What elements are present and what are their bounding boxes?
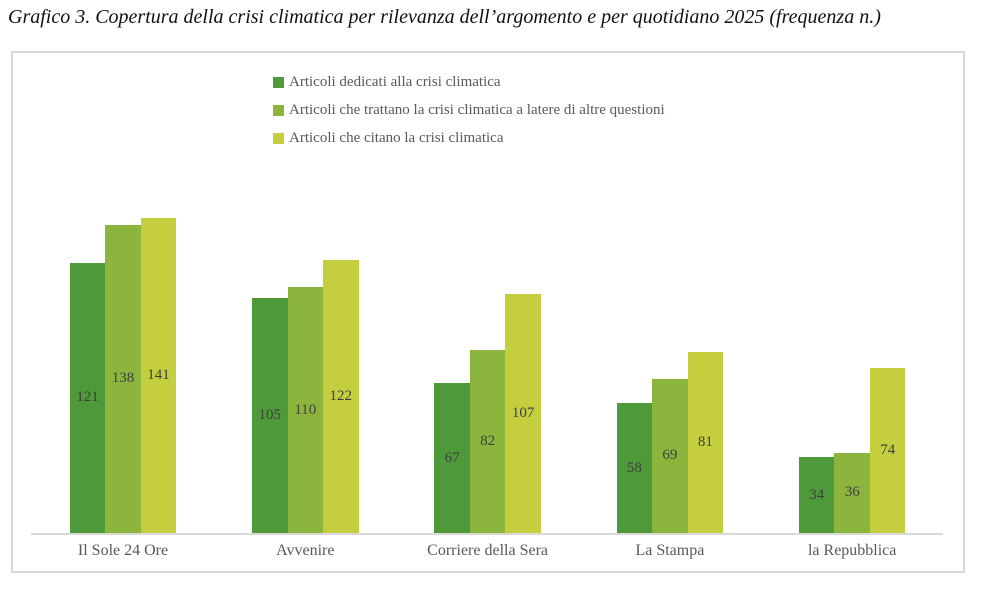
data-label: 81 [697,434,713,451]
data-label: 36 [844,484,860,501]
category-label-0: Il Sole 24 Ore [77,542,169,559]
legend-swatch-icon [273,133,284,144]
plot-area: 121 138 141 Il Sole 24 Ore 105 110 122 Avvenire… [13,53,963,571]
bar-s1-c4: 36 [834,452,870,533]
category-label-2: Corriere della Sera [427,542,548,559]
bar-s0-c2: 67 [434,383,470,533]
bar-s2-c1: 122 [323,260,359,533]
chart-title: Grafico 3. Copertura della crisi climati… [8,6,881,28]
chart-area: Articoli dedicati alla crisi climatica Ar… [11,51,965,573]
bar-s0-c1: 105 [252,298,288,533]
legend-item-1: Articoli che trattano la crisi climatica… [273,101,665,120]
bar-s1-c2: 82 [469,349,506,533]
category-label-4: la Repubblica [807,542,897,559]
bar-s2-c2: 107 [505,293,541,533]
legend-label: Articoli che citano la crisi climatica [289,130,504,146]
data-label: 110 [294,401,317,418]
bar-s1-c0: 138 [105,224,141,533]
bar-s1-c3: 69 [652,378,688,533]
bar-s2-c0: 141 [140,218,177,533]
legend-label: Articoli che trattano la crisi climatica… [289,102,665,118]
legend-item-2: Articoli che citano la crisi climatica [273,129,665,148]
data-label: 138 [111,370,135,387]
data-label: 82 [480,432,496,449]
bar-s0-c3: 58 [616,403,653,533]
legend-label: Articoli dedicati alla crisi climatica [289,74,501,90]
category-label-3: La Stampa [635,542,705,559]
bar-s0-c0: 121 [69,262,106,533]
data-label: 121 [76,389,99,406]
data-label: 141 [147,367,170,384]
bar-s2-c4: 74 [869,367,906,533]
bar-s0-c4: 34 [798,457,835,533]
data-label: 58 [626,459,642,476]
bar-s1-c1: 110 [287,287,324,533]
data-label: 34 [809,486,825,503]
bar-s2-c3: 81 [687,352,724,533]
legend: Articoli dedicati alla crisi climatica Ar… [273,73,665,148]
legend-item-0: Articoli dedicati alla crisi climatica [273,73,665,92]
data-label: 107 [511,404,535,421]
x-axis-line [31,533,943,535]
data-label: 74 [880,441,896,458]
data-label: 122 [329,388,353,405]
legend-swatch-icon [273,105,284,116]
legend-swatch-icon [273,77,284,88]
data-label: 105 [258,407,282,424]
data-label: 69 [662,447,678,464]
category-label-1: Avvenire [276,542,335,559]
data-label: 67 [444,449,460,466]
